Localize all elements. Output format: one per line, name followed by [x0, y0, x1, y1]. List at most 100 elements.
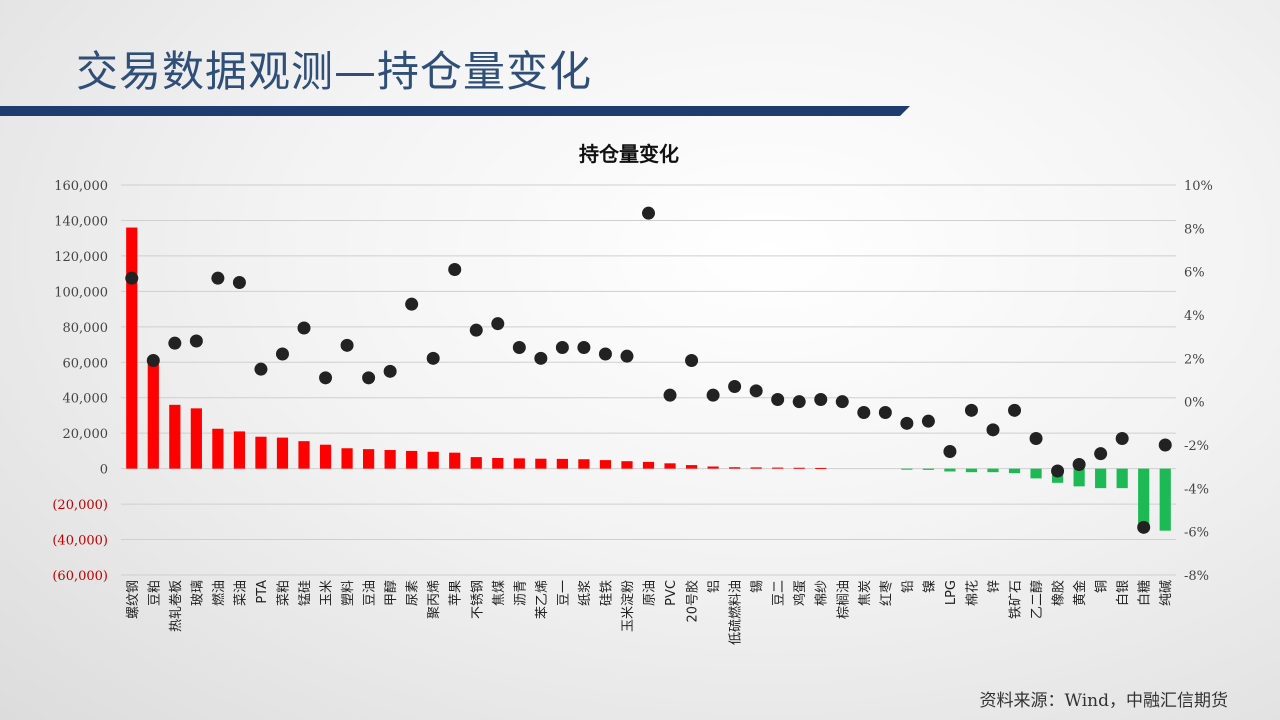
data-point: [878, 406, 892, 419]
bar: [233, 431, 246, 469]
x-tick-label: 苹果: [449, 580, 464, 606]
bar: [126, 227, 138, 469]
bar: [406, 450, 418, 469]
bar: [169, 404, 181, 469]
x-tick-label: 焦煤: [492, 580, 507, 606]
data-point: [146, 354, 160, 367]
left-tick-label: 80,000: [63, 321, 109, 336]
x-tick-label: 菜粕: [276, 580, 291, 606]
bar: [772, 467, 784, 469]
data-point: [232, 276, 246, 289]
chart-title: 持仓量变化: [579, 142, 679, 166]
data-point: [125, 271, 139, 285]
x-tick-label: 锰硅: [298, 580, 313, 606]
bar: [319, 444, 332, 469]
data-point: [857, 406, 871, 419]
left-tick-label: 0: [100, 463, 108, 478]
x-tick-label: 低硫燃料油: [728, 580, 744, 645]
data-point: [1158, 438, 1172, 452]
data-point: [275, 347, 289, 361]
bar: [1008, 468, 1021, 474]
x-tick-label: 玉米: [320, 580, 335, 606]
data-point: [168, 336, 182, 350]
x-tick-label: 螺纹钢: [126, 580, 141, 619]
data-point: [512, 341, 526, 354]
x-tick-label: 铜: [1095, 580, 1110, 593]
data-point: [900, 416, 914, 430]
left-tick-label: 20,000: [63, 427, 109, 442]
x-tick-label: 铁矿石: [1009, 580, 1024, 619]
bar: [685, 465, 698, 469]
data-point: [383, 364, 397, 378]
data-point: [1094, 447, 1108, 461]
bar: [147, 358, 159, 469]
bar: [384, 450, 396, 469]
data-point: [319, 371, 333, 385]
x-tick-label: 黄金: [1072, 580, 1088, 606]
data-point: [792, 395, 806, 409]
left-tick-label: 40,000: [63, 392, 109, 407]
data-point: [426, 351, 440, 365]
x-tick-label: 玉米淀粉: [621, 580, 636, 632]
x-tick-label: 甲醇: [383, 580, 399, 606]
right-tick-label: -8%: [1184, 569, 1209, 584]
data-point: [448, 263, 462, 276]
x-axis-labels: 螺纹钢 豆粕 热轧卷板 玻璃 燃油 菜油 PTA 菜粕 锰硅 玉米 塑料 豆油 甲醇 尿素 聚丙烯 苹果 不锈钢…: [126, 580, 1174, 645]
data-point: [405, 297, 419, 311]
x-tick-label: 20号胶: [685, 580, 701, 623]
bar: [987, 468, 999, 473]
data-point: [921, 414, 935, 428]
data-point: [620, 349, 634, 363]
bar: [1030, 468, 1042, 479]
x-tick-label: 乙二醇: [1029, 580, 1045, 619]
x-tick-label: 红枣: [878, 580, 894, 606]
data-point: [986, 423, 1000, 437]
x-tick-label: 玻璃: [190, 580, 205, 606]
x-tick-label: 尿素: [406, 580, 421, 606]
bar: [449, 452, 461, 469]
data-point: [706, 388, 720, 402]
left-axis: 160,000 140,000 120,000 100,000 80,000 60,000…: [52, 179, 108, 584]
x-tick-label: 豆油: [363, 580, 378, 606]
bar: [1138, 468, 1150, 526]
bar: [276, 437, 289, 469]
left-tick-label: 100,000: [54, 285, 108, 300]
data-point: [211, 271, 225, 285]
data-point: [469, 323, 483, 337]
x-tick-label: 不锈钢: [470, 580, 485, 619]
data-point: [1029, 432, 1043, 445]
data-point: [362, 371, 376, 385]
data-point: [1072, 458, 1086, 471]
right-tick-label: -2%: [1184, 439, 1209, 454]
x-tick-label: 锡: [750, 580, 765, 593]
bar: [901, 468, 913, 470]
left-tick-label: (20,000): [52, 498, 108, 513]
data-point: [814, 393, 828, 406]
bar: [642, 461, 655, 469]
x-tick-label: 燃油: [211, 580, 227, 606]
x-tick-label: 铅: [901, 580, 916, 593]
data-point: [685, 354, 699, 367]
bar: [341, 448, 353, 469]
right-axis: 10% 8% 6% 4% 2% 0% -2% -4% -6% -8%: [1184, 179, 1213, 584]
x-tick-label: 铝: [707, 580, 722, 593]
x-tick-label: 镍: [922, 580, 937, 593]
gridlines: [121, 184, 1176, 576]
right-tick-label: 8%: [1184, 222, 1205, 237]
right-tick-label: 4%: [1184, 309, 1205, 324]
bar: [578, 459, 590, 469]
x-tick-label: 豆一: [556, 580, 571, 606]
right-tick-label: 10%: [1184, 179, 1213, 194]
x-tick-label: 锌: [987, 580, 1002, 593]
bar: [1095, 468, 1107, 489]
x-tick-label: 纯碱: [1159, 580, 1174, 606]
data-point: [964, 403, 978, 417]
x-tick-label: 豆粕: [147, 580, 162, 606]
x-tick-label: 热轧卷板: [168, 580, 184, 632]
left-tick-label: 140,000: [54, 214, 108, 229]
data-point: [297, 321, 311, 335]
data-point: [642, 206, 655, 220]
bar: [212, 428, 224, 469]
bar: [427, 451, 439, 469]
